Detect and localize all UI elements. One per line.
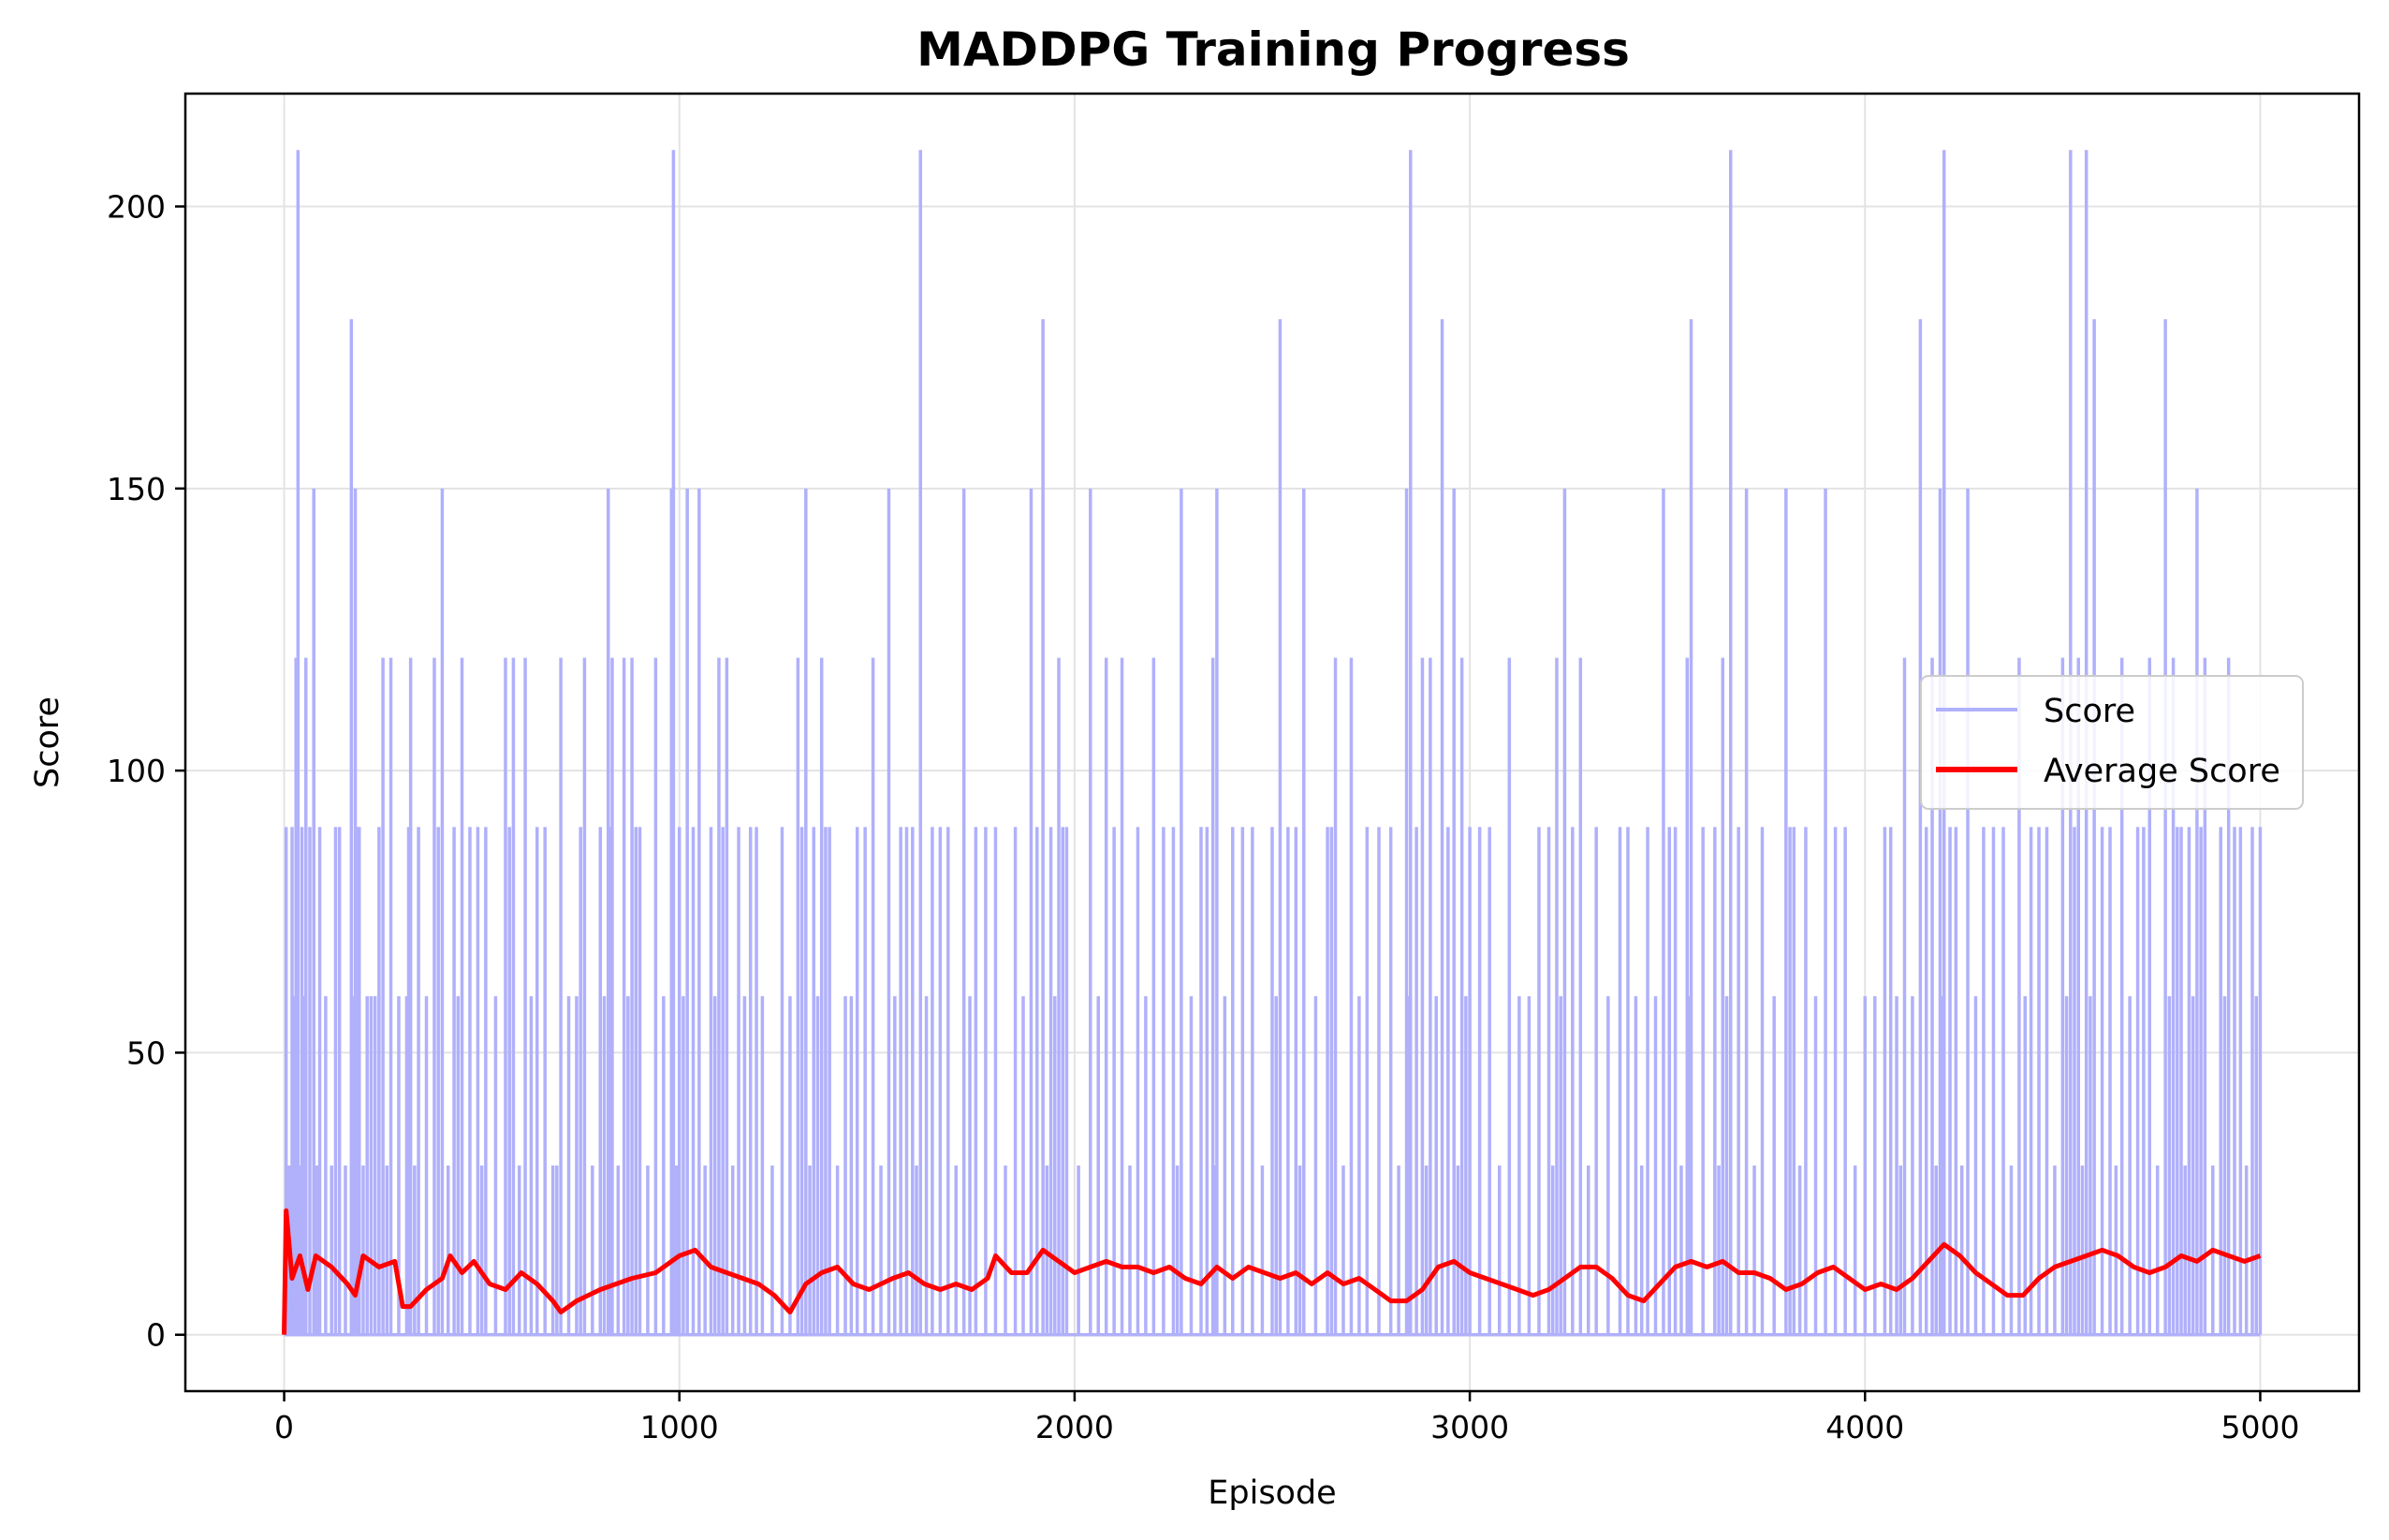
x-tick-label: 5000 — [2220, 1409, 2299, 1445]
series-layer — [282, 150, 2263, 1337]
x-axis-label: Episode — [1208, 1474, 1336, 1512]
y-tick-label: 50 — [126, 1034, 166, 1071]
average-score-line — [282, 1208, 2262, 1335]
x-tick-label: 0 — [274, 1409, 294, 1445]
y-axis-ticks: 0 50 100 150 200 — [107, 189, 185, 1354]
y-tick-label: 150 — [107, 471, 166, 507]
plot-area-frame — [183, 92, 2361, 1393]
legend: Score Average Score — [1920, 675, 2304, 810]
x-tick-label: 4000 — [1825, 1409, 1904, 1445]
x-axis-ticks: 0 1000 2000 3000 4000 5000 — [274, 1391, 2299, 1445]
x-tick-label: 3000 — [1430, 1409, 1509, 1445]
y-tick-label: 200 — [107, 189, 166, 226]
chart-title: MADDPG Training Progress — [916, 22, 1630, 77]
y-axis-label: Score — [29, 697, 66, 788]
y-tick-label: 0 — [146, 1317, 166, 1354]
x-tick-label: 1000 — [640, 1409, 719, 1445]
y-tick-label: 100 — [107, 753, 166, 789]
x-tick-label: 2000 — [1035, 1409, 1114, 1445]
legend-label-average-score: Average Score — [2044, 753, 2280, 790]
legend-label-score: Score — [2044, 693, 2135, 730]
